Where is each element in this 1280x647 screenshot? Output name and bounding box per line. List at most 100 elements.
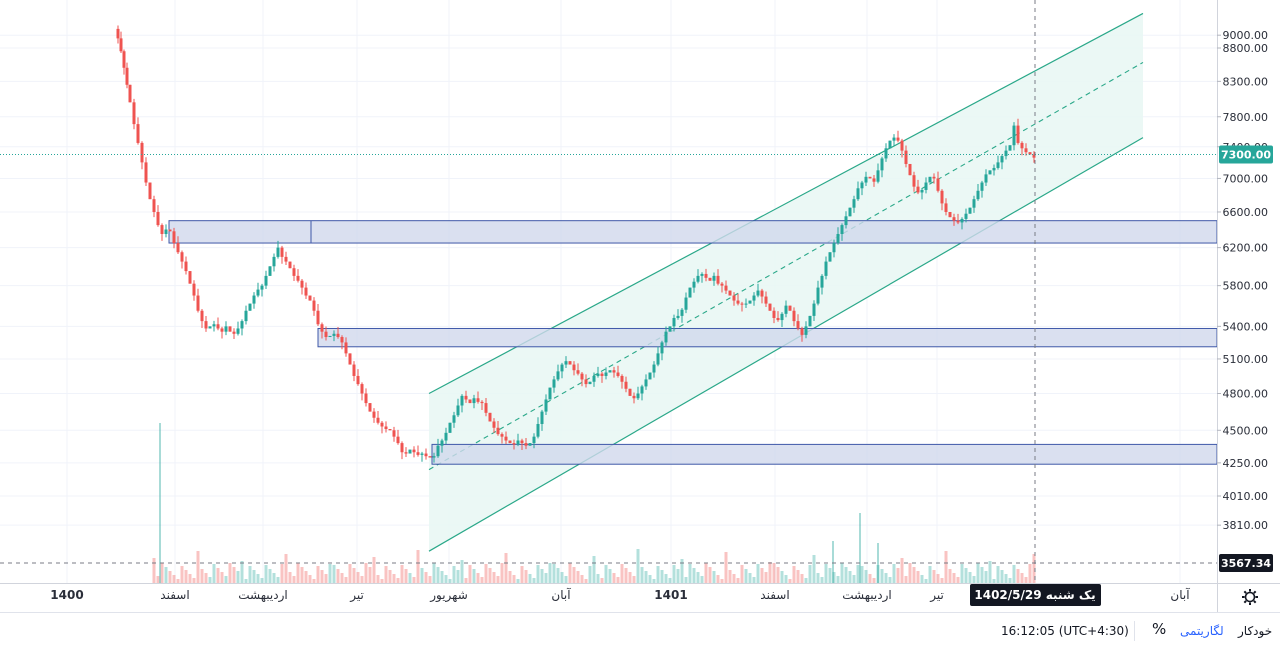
candle-body	[952, 217, 956, 221]
volume-bar	[348, 564, 352, 583]
volume-bar	[284, 554, 288, 583]
volume-bar	[156, 576, 160, 583]
candle-body	[380, 422, 384, 427]
regression-channel[interactable]	[428, 12, 1144, 552]
volume-spike	[877, 543, 879, 583]
candle-body	[816, 287, 820, 304]
candle-body	[440, 440, 444, 446]
volume-bar	[176, 579, 180, 583]
candle-body	[480, 401, 484, 404]
volume-bar	[920, 575, 924, 583]
volume-bar	[468, 565, 472, 583]
volume-bar	[828, 568, 832, 583]
volume-bar	[304, 571, 308, 583]
candle-body	[760, 290, 764, 297]
price-tick-label: 8800.00	[1223, 42, 1269, 55]
clock-timezone[interactable]: 16:12:05 (UTC+4:30)	[1001, 624, 1129, 638]
candle-body	[376, 417, 380, 423]
volume-bar	[932, 570, 936, 583]
volume-bar	[876, 565, 880, 583]
volume-bar	[568, 563, 572, 583]
price-tick-label: 5400.00	[1223, 320, 1269, 333]
time-axis[interactable]: 1400 اسفند اردیبهشت تیر شهریور آبان 1401 اسفند ا…	[0, 583, 1280, 607]
candle-body	[240, 321, 244, 329]
price-tick-label: 4010.00	[1223, 490, 1269, 503]
volume-bar	[300, 567, 304, 583]
candle-body	[272, 256, 276, 267]
candle-body	[284, 256, 288, 262]
volume-bar	[324, 574, 328, 583]
volume-bar	[860, 566, 864, 583]
volume-bar	[224, 576, 228, 583]
last-price-value: 7300.00	[1221, 149, 1271, 162]
volume-bar	[792, 566, 796, 583]
candle-body	[340, 337, 344, 343]
volume-bar	[448, 579, 452, 583]
volume-bar	[952, 573, 956, 583]
volume-bar	[416, 550, 420, 583]
candle-body	[144, 162, 148, 183]
volume-bar	[588, 566, 592, 583]
price-axis[interactable]: 9000.008800.008300.007800.007400.007000.…	[1217, 0, 1280, 612]
candle-body	[568, 361, 572, 365]
volume-bar	[736, 578, 740, 583]
price-tick-label: 4800.00	[1223, 387, 1269, 400]
price-tick-label: 4500.00	[1223, 424, 1269, 437]
percent-scale-button[interactable]: %	[1152, 620, 1167, 638]
volume-bar	[152, 558, 156, 583]
volume-bar	[408, 573, 412, 583]
volume-bar	[504, 553, 508, 583]
volume-bar	[256, 574, 260, 583]
candle-body	[664, 331, 668, 343]
candle-body	[488, 412, 492, 422]
volume-bar	[900, 558, 904, 583]
volume-bar	[292, 576, 296, 583]
volume-bar	[776, 567, 780, 583]
volume-bar	[964, 568, 968, 583]
time-tick-label: اسفند	[760, 588, 789, 602]
settings-gear-icon[interactable]	[1242, 589, 1258, 605]
volume-bar	[616, 577, 620, 583]
volume-bar	[308, 575, 312, 583]
volume-bar	[208, 577, 212, 583]
log-scale-button[interactable]: لگاریتمی	[1180, 624, 1224, 638]
volume-bar	[396, 578, 400, 583]
volume-bar	[892, 564, 896, 583]
candle-body	[228, 326, 232, 332]
candle-body	[136, 124, 140, 143]
candle-body	[132, 102, 136, 125]
candle-body	[264, 275, 268, 286]
candle-body	[960, 218, 964, 223]
gear-tooth	[1253, 600, 1257, 604]
candle-body	[224, 326, 228, 332]
volume-bar	[540, 569, 544, 583]
price-chart[interactable]: 9000.008800.008300.007800.007400.007000.…	[0, 0, 1280, 612]
volume-bar	[824, 564, 828, 583]
auto-scale-button[interactable]: خودکار	[1238, 624, 1273, 638]
candle-body	[628, 388, 632, 396]
candle-body	[936, 178, 940, 191]
candle-body	[420, 453, 424, 455]
price-axis-bg	[1217, 0, 1280, 612]
price-tick-label: 5100.00	[1223, 353, 1269, 366]
candle-body	[232, 331, 236, 334]
candle-body	[744, 303, 748, 305]
candle-body	[472, 398, 476, 404]
candle-body	[864, 176, 868, 183]
toolbar-separator	[1134, 621, 1135, 641]
candle-body	[528, 443, 532, 446]
volume-bar	[360, 576, 364, 583]
candle-body	[696, 275, 700, 282]
candle-body	[452, 415, 456, 423]
candle-body	[892, 137, 896, 141]
crosshair-date-badge	[970, 584, 1101, 606]
volume-bar	[636, 549, 640, 583]
candle-body	[772, 310, 776, 318]
volume-bar	[724, 552, 728, 583]
volume-bar	[236, 571, 240, 583]
volume-bar	[848, 571, 852, 583]
volume-bar	[576, 571, 580, 583]
volume-bar	[836, 576, 840, 583]
candle-body	[1008, 145, 1012, 151]
volume-bar	[840, 563, 844, 583]
